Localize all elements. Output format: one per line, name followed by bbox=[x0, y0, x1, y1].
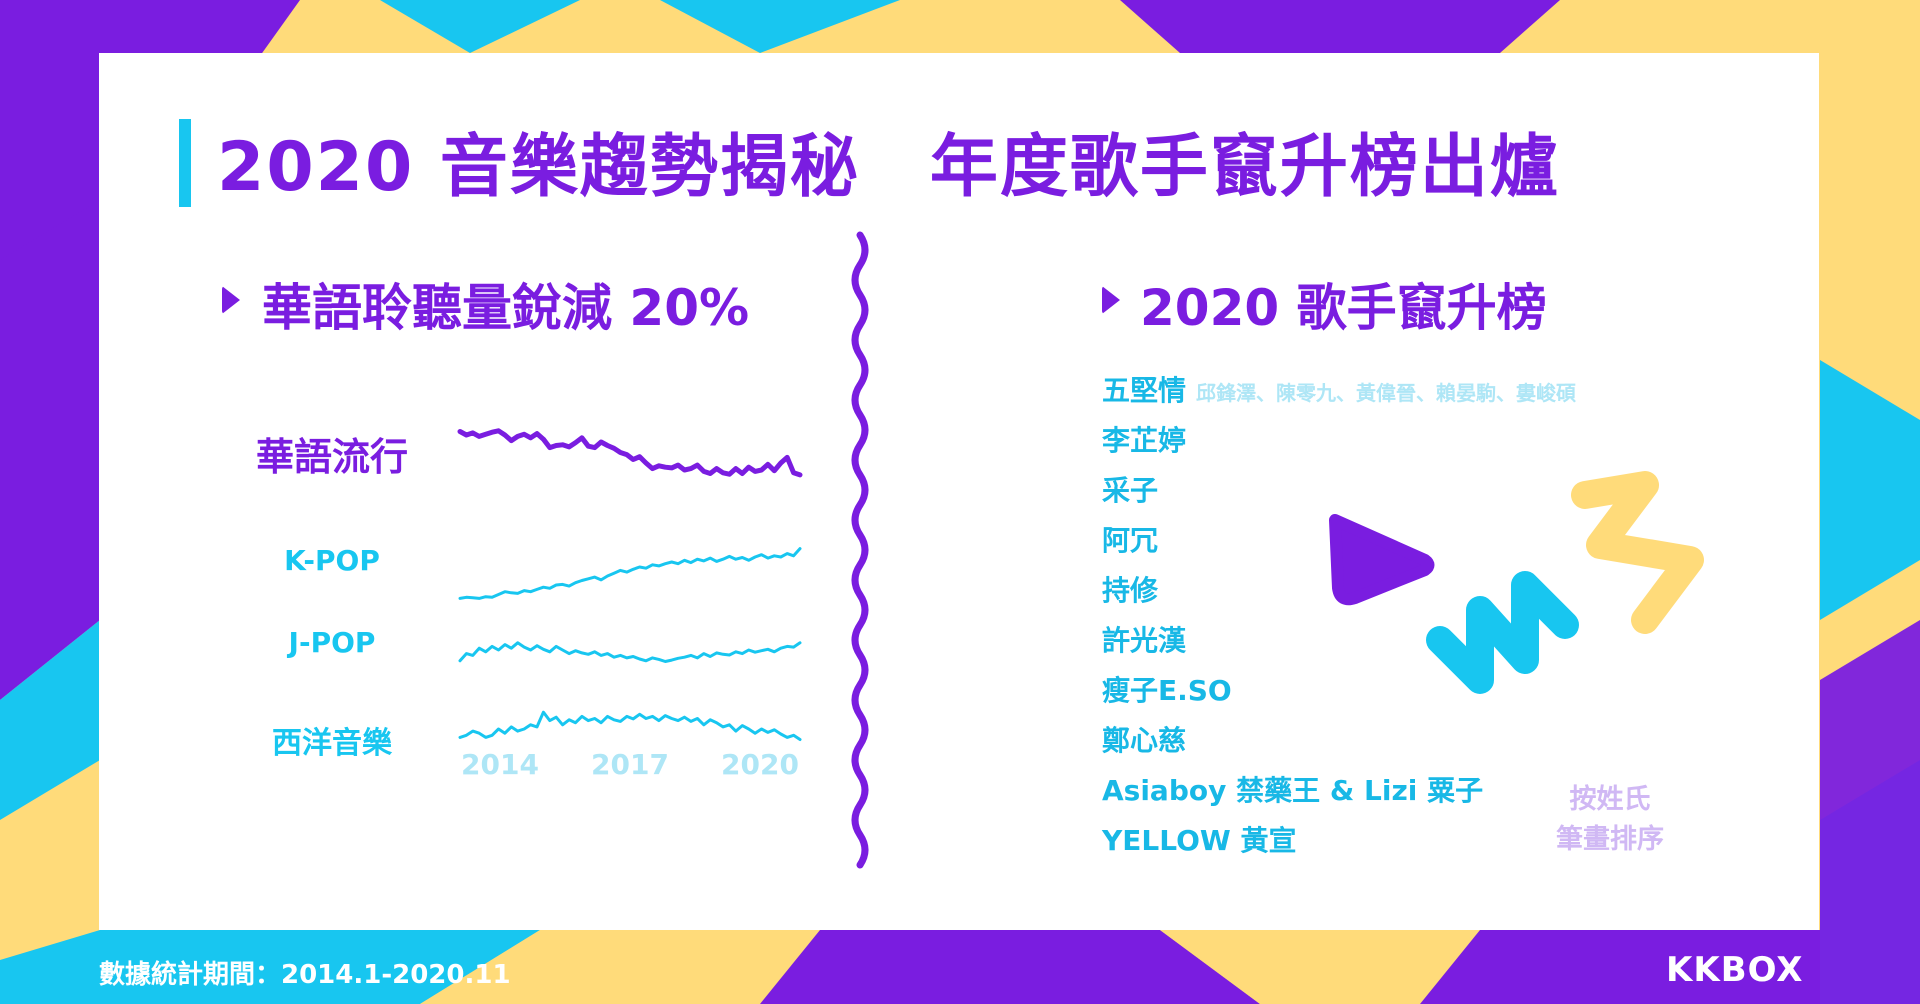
sparkline-0 bbox=[457, 428, 803, 478]
left-section-heading: 華語聆聽量銳減 20% bbox=[262, 279, 750, 337]
sparkline-3 bbox=[458, 710, 802, 741]
sort-note: 按姓氏 筆畫排序 bbox=[1535, 780, 1685, 860]
list-item: 阿冗 bbox=[1102, 516, 1576, 566]
kkbox-logo: KKBOX bbox=[1666, 950, 1804, 990]
sparkline-1 bbox=[458, 547, 802, 600]
sparkline-2 bbox=[458, 641, 802, 663]
singer-name: YELLOW 黃宣 bbox=[1102, 824, 1297, 857]
year-label-2017: 2017 bbox=[591, 748, 669, 781]
singer-name: 持修 bbox=[1102, 574, 1159, 607]
data-period-note: 數據統計期間：2014.1-2020.11 bbox=[99, 960, 511, 990]
zigzag-yellow-icon bbox=[1571, 471, 1704, 634]
genre-label-western: 西洋音樂 bbox=[272, 726, 392, 761]
list-item: 采子 bbox=[1102, 466, 1576, 516]
list-item: YELLOW 黃宣 bbox=[1102, 816, 1576, 866]
singer-list: 五堅情 邱鋒澤、陳零九、黃偉晉、賴晏駒、婁峻碩 李芷婷 采子 阿冗 持修 許光漢 … bbox=[1102, 366, 1576, 866]
singer-members: 邱鋒澤、陳零九、黃偉晉、賴晏駒、婁峻碩 bbox=[1196, 381, 1577, 405]
content-card: 2020 音樂趨勢揭秘 年度歌手竄升榜出爐 bbox=[99, 53, 1819, 930]
genre-label-jpop: J-POP bbox=[288, 626, 376, 659]
zigzag-cyan-icon bbox=[1426, 571, 1579, 694]
singer-name: 五堅情 bbox=[1102, 374, 1187, 407]
list-item: 李芷婷 bbox=[1102, 416, 1576, 466]
singer-name: 鄭心慈 bbox=[1102, 724, 1187, 757]
right-section-heading: 2020 歌手竄升榜 bbox=[1140, 279, 1547, 337]
list-item: 五堅情 邱鋒澤、陳零九、黃偉晉、賴晏駒、婁峻碩 bbox=[1102, 366, 1576, 416]
play-bullet-icon bbox=[1102, 286, 1120, 314]
year-label-2014: 2014 bbox=[461, 748, 539, 781]
play-triangle-icon bbox=[1329, 514, 1435, 606]
singer-name: 阿冗 bbox=[1102, 524, 1159, 557]
list-item: Asiaboy 禁藥王 & Lizi 粟子 bbox=[1102, 766, 1576, 816]
page-title: 2020 音樂趨勢揭秘 年度歌手竄升榜出爐 bbox=[217, 128, 1560, 207]
play-bullet-icon bbox=[222, 286, 240, 314]
genre-label-mandopop: 華語流行 bbox=[255, 435, 408, 479]
singer-name: 許光漢 bbox=[1102, 624, 1187, 657]
list-item: 許光漢 bbox=[1102, 616, 1576, 666]
singer-name: Asiaboy 禁藥王 & Lizi 粟子 bbox=[1102, 774, 1484, 807]
singer-name: 瘦子E.SO bbox=[1102, 674, 1232, 707]
year-label-2020: 2020 bbox=[721, 748, 799, 781]
list-item: 瘦子E.SO bbox=[1102, 666, 1576, 716]
singer-name: 采子 bbox=[1102, 474, 1159, 507]
sort-note-line: 按姓氏 bbox=[1569, 784, 1651, 815]
wavy-divider bbox=[851, 231, 869, 869]
singer-name: 李芷婷 bbox=[1102, 424, 1187, 457]
list-item: 持修 bbox=[1102, 566, 1576, 616]
title-accent-bar bbox=[179, 119, 191, 207]
list-item: 鄭心慈 bbox=[1102, 716, 1576, 766]
genre-label-kpop: K-POP bbox=[284, 544, 380, 577]
sort-note-line: 筆畫排序 bbox=[1556, 824, 1664, 855]
